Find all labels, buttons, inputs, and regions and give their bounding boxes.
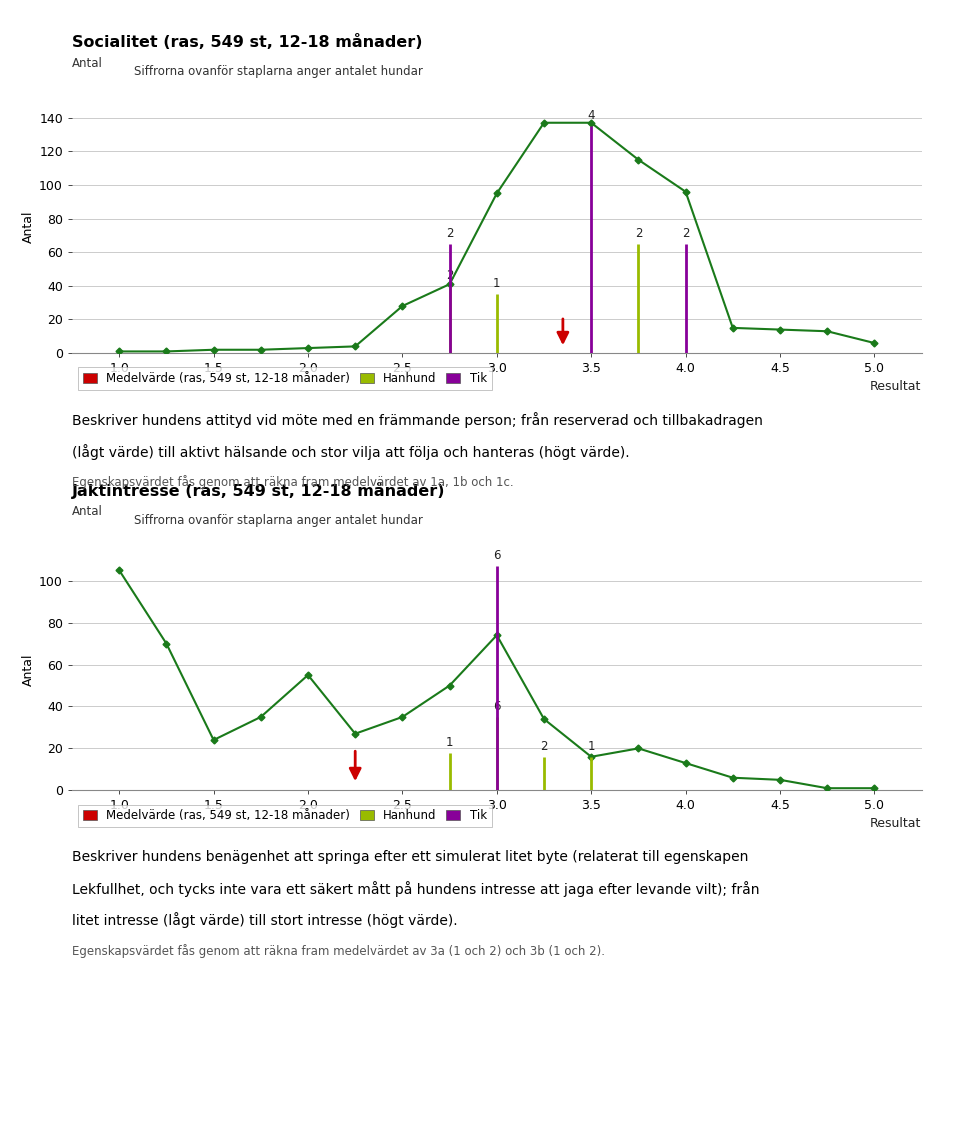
Text: Antal: Antal [72,504,103,518]
Text: Antal: Antal [72,56,103,70]
Y-axis label: Antal: Antal [22,654,35,686]
Text: 4: 4 [588,110,595,122]
Text: Resultat: Resultat [870,817,922,830]
Text: Socialitet (ras, 549 st, 12-18 månader): Socialitet (ras, 549 st, 12-18 månader) [72,35,422,50]
Text: (lågt värde) till aktivt hälsande och stor vilja att följa och hanteras (högt vä: (lågt värde) till aktivt hälsande och st… [72,444,630,460]
Text: Egenskapsvärdet fås genom att räkna fram medelvärdet av 1a, 1b och 1c.: Egenskapsvärdet fås genom att räkna fram… [72,475,514,489]
Text: 2: 2 [445,269,453,282]
Text: 2: 2 [445,228,453,240]
Text: Jaktintresse (ras, 549 st, 12-18 månader): Jaktintresse (ras, 549 st, 12-18 månader… [72,482,445,499]
Text: Egenskapsvärdet fås genom att räkna fram medelvärdet av 3a (1 och 2) och 3b (1 o: Egenskapsvärdet fås genom att räkna fram… [72,944,605,957]
Text: litet intresse (lågt värde) till stort intresse (högt värde).: litet intresse (lågt värde) till stort i… [72,912,458,928]
Text: 1: 1 [588,740,595,753]
Legend: Medelvärde (ras, 549 st, 12-18 månader), Hanhund, Tik: Medelvärde (ras, 549 st, 12-18 månader),… [78,368,492,390]
Text: Siffrorna ovanför staplarna anger antalet hundar: Siffrorna ovanför staplarna anger antale… [134,513,423,527]
Text: 6: 6 [493,701,500,713]
Text: Resultat: Resultat [870,380,922,392]
Text: Lekfullhet, och tycks inte vara ett säkert mått på hundens intresse att jaga eft: Lekfullhet, och tycks inte vara ett säke… [72,881,759,897]
Text: Beskriver hundens benägenhet att springa efter ett simulerat litet byte (relater: Beskriver hundens benägenhet att springa… [72,850,749,863]
Y-axis label: Antal: Antal [22,211,35,243]
Text: Beskriver hundens attityd vid möte med en främmande person; från reserverad och : Beskriver hundens attityd vid möte med e… [72,413,763,428]
Text: 2: 2 [540,740,548,753]
Text: 6: 6 [493,549,500,563]
Text: 1: 1 [445,736,453,749]
Text: Siffrorna ovanför staplarna anger antalet hundar: Siffrorna ovanför staplarna anger antale… [134,65,423,78]
Text: 2: 2 [682,228,689,240]
Text: 2: 2 [635,228,642,240]
Text: 1: 1 [493,278,500,290]
Legend: Medelvärde (ras, 549 st, 12-18 månader), Hanhund, Tik: Medelvärde (ras, 549 st, 12-18 månader),… [78,805,492,827]
